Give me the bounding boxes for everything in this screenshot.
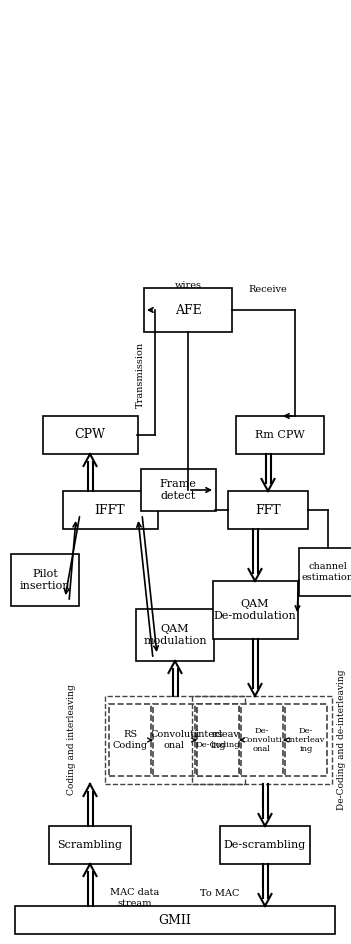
Text: Convoluti
onal: Convoluti onal: [150, 731, 198, 750]
Text: MAC data
stream: MAC data stream: [110, 888, 160, 908]
Text: Receive: Receive: [249, 285, 287, 295]
Bar: [109, 704, 151, 776]
Bar: [105, 696, 245, 784]
Text: To MAC: To MAC: [200, 888, 240, 898]
Bar: [11, 554, 79, 606]
Text: De-
interleav
ing: De- interleav ing: [287, 727, 325, 753]
Text: Rm CPW: Rm CPW: [255, 430, 305, 440]
Bar: [220, 826, 310, 864]
Text: Transmission: Transmission: [135, 342, 145, 408]
Text: Pilot
insertion: Pilot insertion: [20, 569, 70, 591]
Text: interleav
ing: interleav ing: [196, 731, 240, 750]
Bar: [241, 704, 283, 776]
Bar: [228, 491, 308, 529]
Bar: [144, 288, 232, 332]
Text: Frame
detect: Frame detect: [160, 480, 197, 501]
Text: QAM
De-modulation: QAM De-modulation: [214, 599, 296, 621]
Bar: [299, 548, 351, 596]
Bar: [192, 696, 332, 784]
Text: channel
estimation: channel estimation: [302, 563, 351, 582]
Text: IFFT: IFFT: [95, 503, 125, 516]
Bar: [212, 581, 298, 639]
Text: QAM
modulation: QAM modulation: [143, 624, 207, 646]
Text: RS
De-Coding: RS De-Coding: [196, 732, 240, 749]
Bar: [153, 704, 195, 776]
Text: De-Coding and de-interleaving: De-Coding and de-interleaving: [338, 669, 346, 810]
Text: RS
Coding: RS Coding: [112, 731, 147, 750]
Text: AFE: AFE: [175, 304, 201, 316]
Text: CPW: CPW: [74, 429, 106, 442]
Bar: [236, 416, 324, 454]
Bar: [62, 491, 158, 529]
Bar: [285, 704, 327, 776]
Text: Coding and interleaving: Coding and interleaving: [67, 684, 77, 796]
Bar: [197, 704, 239, 776]
Bar: [42, 416, 138, 454]
Text: wires: wires: [174, 280, 201, 290]
Text: GMII: GMII: [159, 914, 191, 926]
Text: De-scrambling: De-scrambling: [224, 840, 306, 850]
Bar: [49, 826, 131, 864]
Text: De-
Convoluti
onal: De- Convoluti onal: [242, 727, 282, 753]
Text: Scrambling: Scrambling: [58, 840, 122, 850]
Bar: [15, 906, 335, 934]
Bar: [140, 469, 216, 511]
Bar: [197, 704, 239, 776]
Bar: [136, 609, 214, 661]
Text: FFT: FFT: [255, 503, 281, 516]
